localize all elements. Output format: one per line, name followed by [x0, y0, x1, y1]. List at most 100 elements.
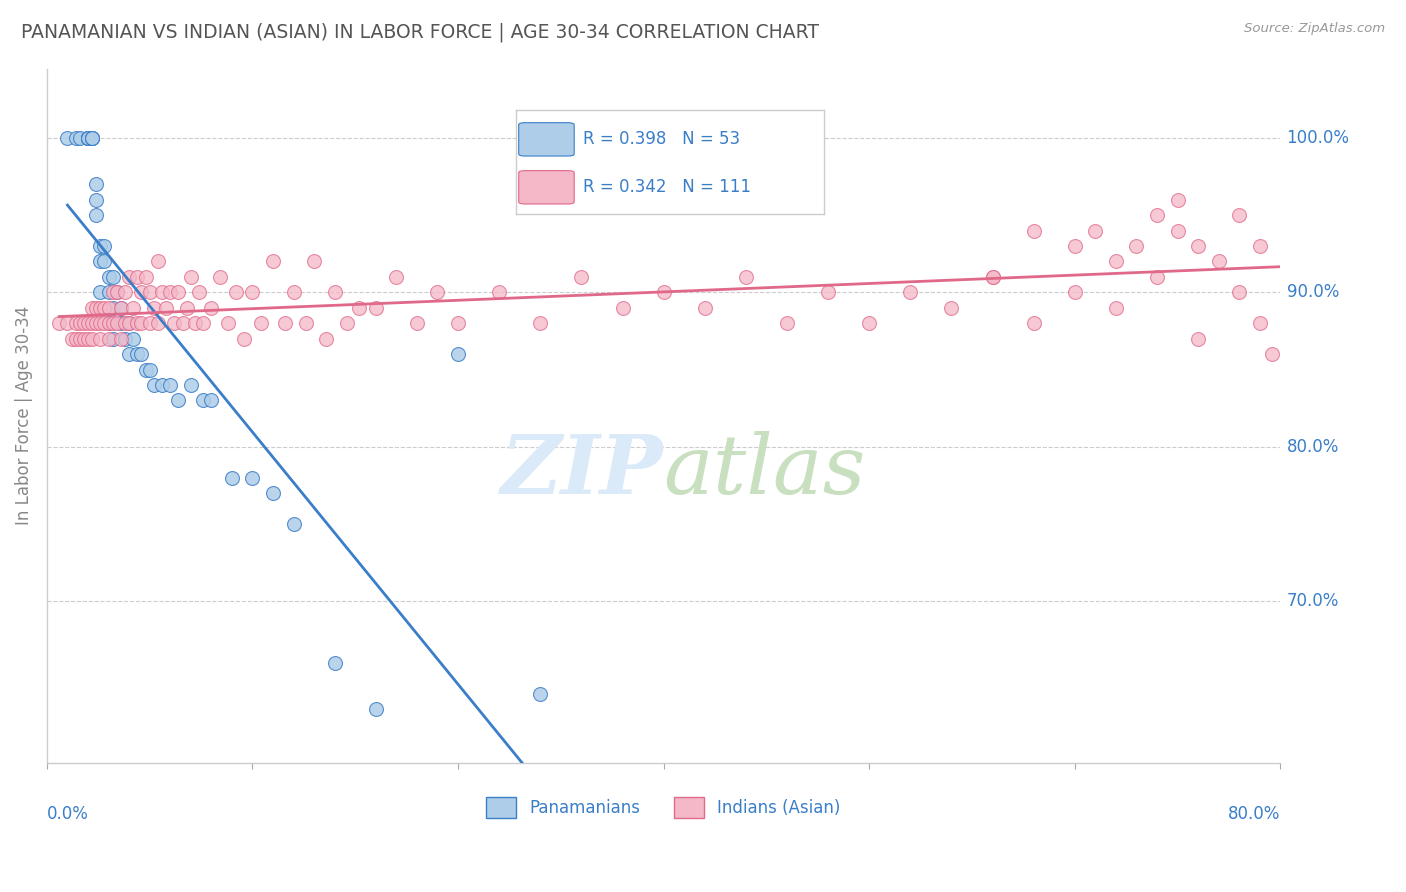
Text: PANAMANIAN VS INDIAN (ASIAN) IN LABOR FORCE | AGE 30-34 CORRELATION CHART: PANAMANIAN VS INDIAN (ASIAN) IN LABOR FO… [21, 22, 820, 42]
Y-axis label: In Labor Force | Age 30-34: In Labor Force | Age 30-34 [15, 306, 32, 525]
Point [127, 316, 149, 330]
Point [84, 178, 107, 192]
Point [1249, 316, 1271, 330]
Point [1187, 332, 1209, 346]
Point [1063, 239, 1085, 253]
Point [1105, 301, 1128, 315]
Point [734, 269, 756, 284]
Point [302, 254, 325, 268]
Point [105, 316, 128, 330]
Point [114, 285, 136, 300]
Point [364, 301, 387, 315]
Point [127, 347, 149, 361]
Point [77, 332, 100, 346]
Point [110, 332, 132, 346]
Point [1105, 254, 1128, 268]
Text: Source: ZipAtlas.com: Source: ZipAtlas.com [1244, 22, 1385, 36]
Point [118, 269, 141, 284]
Point [295, 316, 318, 330]
Text: 0.0%: 0.0% [46, 805, 89, 822]
Point [1063, 285, 1085, 300]
Point [142, 301, 165, 315]
Point [146, 254, 169, 268]
Point [858, 316, 880, 330]
Point [97, 285, 120, 300]
Point [184, 316, 207, 330]
Point [146, 316, 169, 330]
Point [101, 301, 124, 315]
Point [114, 316, 136, 330]
Point [69, 316, 91, 330]
Point [1261, 347, 1284, 361]
Point [122, 301, 145, 315]
Point [84, 193, 107, 207]
Point [82, 131, 104, 145]
Point [89, 239, 111, 253]
Point [110, 301, 132, 315]
Point [981, 269, 1004, 284]
Point [200, 301, 222, 315]
Point [283, 516, 305, 531]
Point [159, 285, 181, 300]
Point [82, 301, 104, 315]
Point [150, 378, 173, 392]
Point [48, 316, 70, 330]
Point [1022, 224, 1045, 238]
Point [97, 316, 120, 330]
Point [488, 285, 510, 300]
Point [131, 285, 153, 300]
Point [65, 316, 87, 330]
Point [167, 393, 190, 408]
Point [122, 332, 145, 346]
Point [101, 316, 124, 330]
Point [776, 316, 799, 330]
Point [1167, 193, 1189, 207]
Point [200, 393, 222, 408]
Point [73, 316, 96, 330]
Point [981, 269, 1004, 284]
Point [138, 316, 160, 330]
Point [77, 131, 100, 145]
Point [65, 131, 87, 145]
Point [1125, 239, 1147, 253]
Point [101, 285, 124, 300]
Point [77, 131, 100, 145]
Point [172, 316, 194, 330]
Point [176, 301, 198, 315]
Point [77, 131, 100, 145]
Point [131, 316, 153, 330]
Point [233, 332, 256, 346]
Point [82, 131, 104, 145]
Point [1249, 239, 1271, 253]
Point [336, 316, 359, 330]
Point [77, 131, 100, 145]
Point [73, 332, 96, 346]
Point [447, 347, 470, 361]
Point [323, 656, 346, 670]
Point [1146, 269, 1168, 284]
Point [142, 378, 165, 392]
Point [105, 285, 128, 300]
Point [898, 285, 921, 300]
Point [150, 285, 173, 300]
Point [89, 254, 111, 268]
Point [208, 269, 231, 284]
Point [105, 285, 128, 300]
Point [1227, 208, 1250, 222]
Point [97, 332, 120, 346]
Point [82, 316, 104, 330]
Point [274, 316, 297, 330]
Point [60, 332, 83, 346]
Point [167, 285, 190, 300]
Legend: Panamanians, Indians (Asian): Panamanians, Indians (Asian) [479, 790, 848, 824]
Point [82, 131, 104, 145]
Point [82, 131, 104, 145]
Point [77, 131, 100, 145]
Point [82, 332, 104, 346]
Point [84, 316, 107, 330]
Point [1084, 224, 1107, 238]
Point [941, 301, 963, 315]
Point [1022, 316, 1045, 330]
Point [191, 316, 214, 330]
Point [93, 316, 115, 330]
